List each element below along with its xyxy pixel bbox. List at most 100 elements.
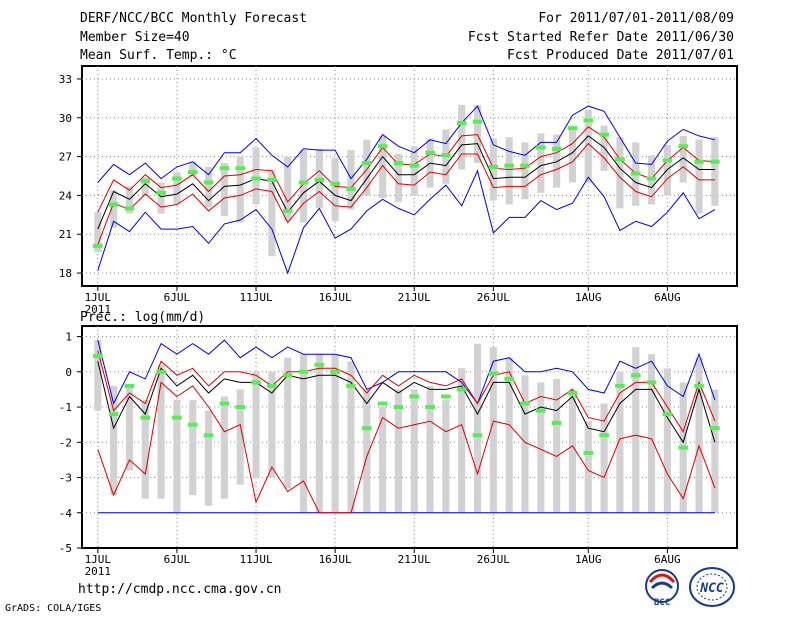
temp-box [347, 150, 355, 210]
temp-box [521, 142, 529, 200]
temp-lower-spread-line [97, 142, 715, 245]
prec-median-mark [156, 369, 166, 374]
temp-y-tick-label: 30 [59, 112, 72, 125]
prec-box [315, 354, 323, 513]
prec-median-mark [235, 405, 246, 410]
prec-box [205, 410, 213, 506]
temp-box [157, 182, 165, 214]
prec-median-mark [472, 433, 483, 438]
prec-box [394, 389, 402, 513]
prec-median-mark [441, 394, 451, 399]
prec-median-mark [361, 426, 372, 431]
prec-box [94, 340, 102, 411]
prec-median-mark [520, 401, 530, 406]
temp-median-mark [267, 177, 277, 182]
temp-median-mark [361, 161, 372, 166]
prec-box [299, 354, 308, 513]
temp-x-tick-label: 6JUL [164, 291, 191, 304]
prec-box [284, 357, 292, 489]
temp-box [299, 150, 308, 223]
prec-median-mark [219, 401, 230, 406]
temp-box [711, 137, 719, 206]
prec-box [584, 421, 592, 513]
temp-box [584, 110, 592, 183]
prec-box [648, 354, 656, 513]
temp-median-mark [472, 119, 483, 124]
temp-box [679, 135, 687, 183]
temp-median-mark [187, 170, 198, 175]
temp-median-mark [551, 146, 562, 151]
prec-box [600, 403, 608, 513]
prec-box [189, 400, 197, 496]
prec-box [141, 400, 149, 499]
temp-x-tick-label: 16JUL [319, 291, 352, 304]
prec-box [379, 407, 387, 513]
prec-upper-spread-line [97, 350, 716, 433]
temp-box [94, 212, 102, 253]
temp-y-tick-label: 27 [59, 151, 72, 164]
prec-y-tick-label: -3 [59, 472, 72, 485]
temp-median-mark [172, 176, 182, 181]
temp-median-mark [282, 208, 293, 213]
forecast-started-label: Fcst Started Refer Date 2011/06/30 [467, 30, 734, 45]
prec-box [268, 371, 276, 478]
prec-median-mark [710, 426, 720, 431]
prec-y-tick-label: -4 [59, 507, 73, 520]
prec-box [711, 389, 719, 513]
temp-median-mark [377, 144, 388, 149]
prec-x-tick-label: 1AUG [575, 553, 602, 566]
prec-median-mark [346, 383, 356, 388]
temp-box [189, 161, 197, 176]
temp-y-tick-label: 24 [59, 189, 73, 202]
temp-median-mark [662, 158, 673, 163]
prec-x-tick-label: 26JUL [477, 553, 510, 566]
prec-box [410, 389, 418, 513]
temp-box [458, 104, 466, 170]
temp-median-mark [536, 145, 546, 150]
prec-median-mark [409, 394, 420, 399]
prec-median-mark [425, 405, 435, 410]
prec-median-mark [203, 433, 214, 438]
temp-median-mark [456, 120, 467, 125]
temp-box [553, 134, 561, 188]
temp-box [220, 163, 228, 217]
temp-box [379, 135, 387, 198]
prec-box [505, 357, 513, 513]
prec-x-tick-label: 16JUL [319, 553, 352, 566]
prec-median-mark [662, 412, 673, 417]
ncc-logo: NCC [689, 567, 735, 607]
prec-median-mark [504, 376, 514, 381]
prec-median-mark [108, 412, 119, 417]
prec-max-line [97, 339, 716, 405]
prec-median-mark [630, 373, 641, 378]
prec-box [110, 385, 118, 496]
prec-box [537, 382, 545, 513]
temp-median-mark [630, 171, 641, 176]
temp-median-mark [203, 180, 214, 185]
source-url[interactable]: http://cmdp.ncc.cma.gov.cn [78, 582, 282, 597]
temp-y-tick-label: 33 [59, 73, 72, 86]
temp-median-mark [441, 153, 451, 158]
temp-median-mark [251, 176, 261, 181]
prec-median-mark [124, 383, 135, 388]
temp-box [410, 146, 418, 196]
prec-mean-line [97, 361, 716, 444]
temp-box [505, 137, 513, 205]
temp-median-mark [488, 164, 499, 169]
temp-box [537, 133, 545, 193]
temp-median-mark [646, 176, 657, 181]
prec-y-tick-label: -1 [59, 401, 72, 414]
prec-median-mark [583, 450, 594, 455]
temp-box [141, 177, 149, 196]
prec-box [473, 343, 482, 513]
prec-year-label: 2011 [85, 565, 112, 578]
temp-median-mark [140, 179, 151, 184]
temp-x-tick-label: 1AUG [575, 291, 602, 304]
prec-median-mark [599, 433, 609, 438]
prec-x-tick-label: 1JUL [85, 553, 112, 566]
temp-x-tick-label: 6AUG [654, 291, 681, 304]
temp-upper-spread-line [97, 126, 715, 213]
prec-y-tick-label: -2 [59, 436, 72, 449]
prec-box [568, 389, 577, 513]
temp-box [331, 157, 339, 222]
